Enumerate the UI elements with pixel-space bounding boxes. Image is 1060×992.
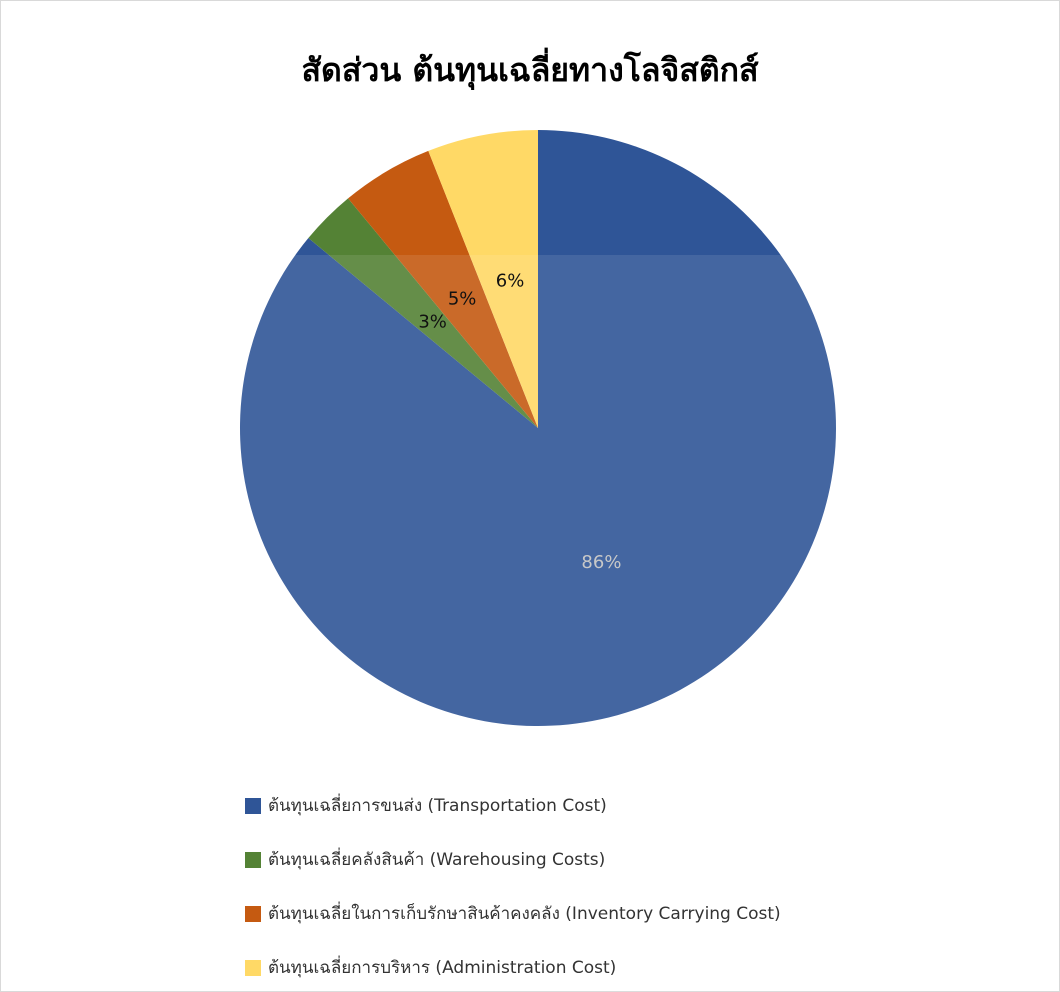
data-label: 86%	[581, 552, 621, 573]
labels: 86% 3%5% 6%	[418, 271, 621, 573]
legend-swatch	[245, 960, 261, 976]
pie-slice	[348, 150, 538, 428]
legend-label: ต้นทุนเฉลี่ยการบริหาร (Administration Co…	[268, 955, 616, 978]
legend-swatch	[245, 798, 261, 814]
data-label: 6%	[496, 271, 525, 292]
pie	[239, 130, 836, 726]
legend-swatch	[245, 906, 261, 922]
pie-slice	[308, 198, 538, 428]
data-label: 3%	[418, 312, 447, 333]
watermark	[150, 255, 910, 992]
chart-title: สัดส่วน ต้นทุนเฉลี่ยทางโลจิสติกส์	[302, 47, 759, 91]
legend-swatch	[245, 852, 261, 868]
legend: ต้นทุนเฉลี่ยการขนส่ง (Transportation Cos…	[245, 793, 781, 978]
legend-label: ต้นทุนเฉลี่ยในการเก็บรักษาสินค้าคงคลัง (…	[268, 901, 781, 924]
legend-label: ต้นทุนเฉลี่ยคลังสินค้า (Warehousing Cost…	[268, 847, 605, 870]
legend-label: ต้นทุนเฉลี่ยการขนส่ง (Transportation Cos…	[268, 793, 607, 816]
pie-slice	[428, 130, 538, 428]
data-label: 5%	[448, 289, 477, 310]
